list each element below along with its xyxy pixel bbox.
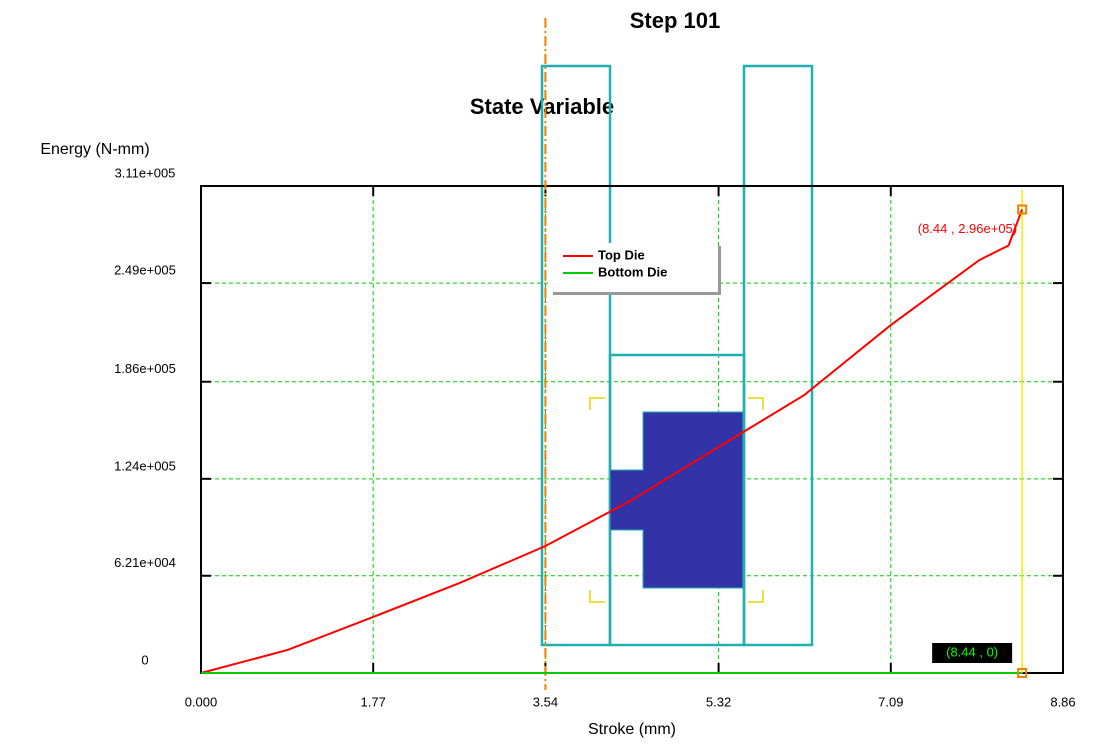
die-part [542,66,610,645]
y-tick-label: 2.49e+005 [114,263,176,278]
y-tick-label: 1.24e+005 [114,458,176,473]
x-tick-label: 0.000 [185,694,218,709]
y-tick-label: 3.11e+005 [115,165,176,180]
x-tick-label: 1.77 [361,694,386,709]
x-tick-label: 5.32 [706,694,731,709]
legend-label: Bottom Die [598,264,667,279]
x-tick-label: 7.09 [878,694,903,709]
y-tick-label: 1.86e+005 [114,361,176,376]
y-tick-label: 0 [141,652,148,667]
chart: Step 101 State Variable Energy (N-mm) St… [0,0,1093,744]
y-axis-label: Energy (N-mm) [40,141,149,158]
die-part [744,66,812,645]
chart-title: Step 101 [630,8,721,33]
x-tick-label: 3.54 [533,694,558,709]
legend: Top Die Bottom Die [550,243,721,295]
y-tick-label: 6.21e+004 [114,555,176,570]
x-tick-label: 8.86 [1050,694,1075,709]
legend-label: Top Die [598,247,645,262]
x-axis-label: Stroke (mm) [588,721,676,738]
annotation: (8.44 , 2.96e+05) [918,221,1017,236]
annotation: (8.44 , 0) [946,644,998,659]
